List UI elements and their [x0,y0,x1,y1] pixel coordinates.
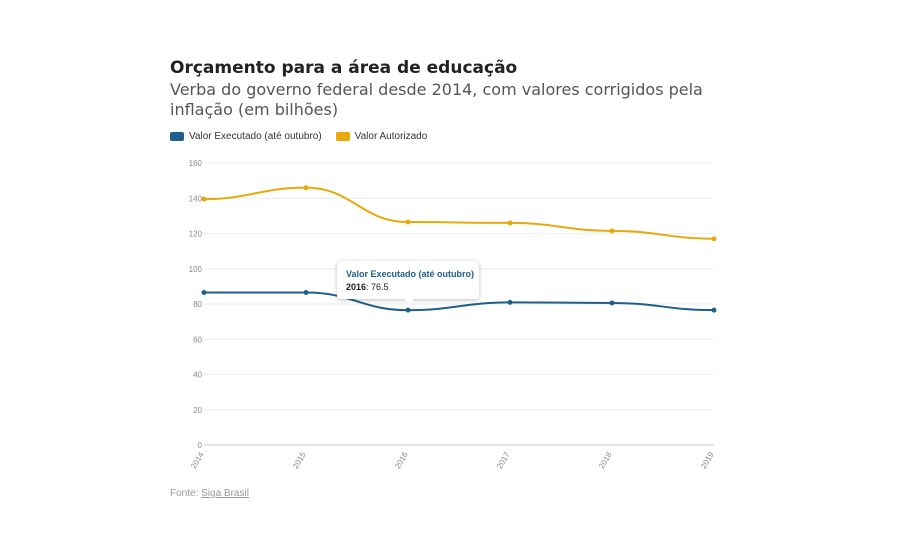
series-line-autorizado [203,186,715,240]
legend-label-autorizado: Valor Autorizado [354,131,428,142]
chart-title: Orçamento para a área de educação [170,58,518,78]
chart-legend: Valor Executado (até outubro) Valor Auto… [170,131,441,142]
tooltip-year: 2016 [346,282,367,292]
x-tick-label-2019: 2019 [699,450,716,470]
y-tick-label-140: 140 [189,194,203,203]
data-point-autorizado-2016 [405,219,411,225]
data-point-autorizado-2019 [711,236,717,242]
source-prefix: Fonte: [170,488,202,499]
data-tooltip: Valor Executado (até outubro) 2016: 76.5 [337,261,479,304]
y-tick-label-80: 80 [193,300,202,309]
y-tick-label-160: 160 [189,159,203,168]
x-tick-label-2016: 2016 [393,450,410,470]
tooltip-title: Valor Executado (até outubro) [346,269,475,279]
data-point-autorizado-2015 [303,185,309,191]
x-tick-label-2014: 2014 [189,450,206,470]
x-tick-label-2018: 2018 [597,450,614,470]
legend-item-autorizado[interactable]: Valor Autorizado [335,131,428,142]
y-tick-label-120: 120 [189,230,203,239]
tooltip-arrow [403,298,415,304]
tooltip-value: 76.5 [371,282,389,292]
source-footer: Fonte: Siga Brasil [170,488,249,499]
source-link[interactable]: Siga Brasil [201,488,249,499]
data-point-executado-2017 [507,299,513,305]
y-tick-label-0: 0 [198,441,203,450]
legend-swatch-executado [170,132,184,141]
data-point-executado-2018 [609,300,615,306]
y-tick-label-20: 20 [193,406,202,415]
legend-label-executado: Valor Executado (até outubro) [189,131,322,142]
legend-swatch-autorizado [335,132,350,141]
legend-item-executado[interactable]: Valor Executado (até outubro) [170,131,322,142]
y-tick-label-60: 60 [193,335,202,344]
y-tick-label-40: 40 [193,371,202,380]
series-line-executado [203,291,715,312]
tooltip-body: 2016: 76.5 [346,282,389,292]
data-point-autorizado-2018 [609,228,615,234]
data-point-autorizado-2014 [201,196,207,202]
data-point-executado-2016 [405,307,411,313]
data-point-executado-2015 [303,290,309,296]
y-tick-label-100: 100 [189,265,203,274]
chart-subtitle: Verba do governo federal desde 2014, com… [170,80,703,119]
data-point-autorizado-2017 [507,220,513,226]
x-tick-label-2017: 2017 [495,450,512,470]
x-tick-label-2015: 2015 [291,450,308,470]
data-point-executado-2014 [201,290,207,296]
data-point-executado-2019 [711,307,717,313]
